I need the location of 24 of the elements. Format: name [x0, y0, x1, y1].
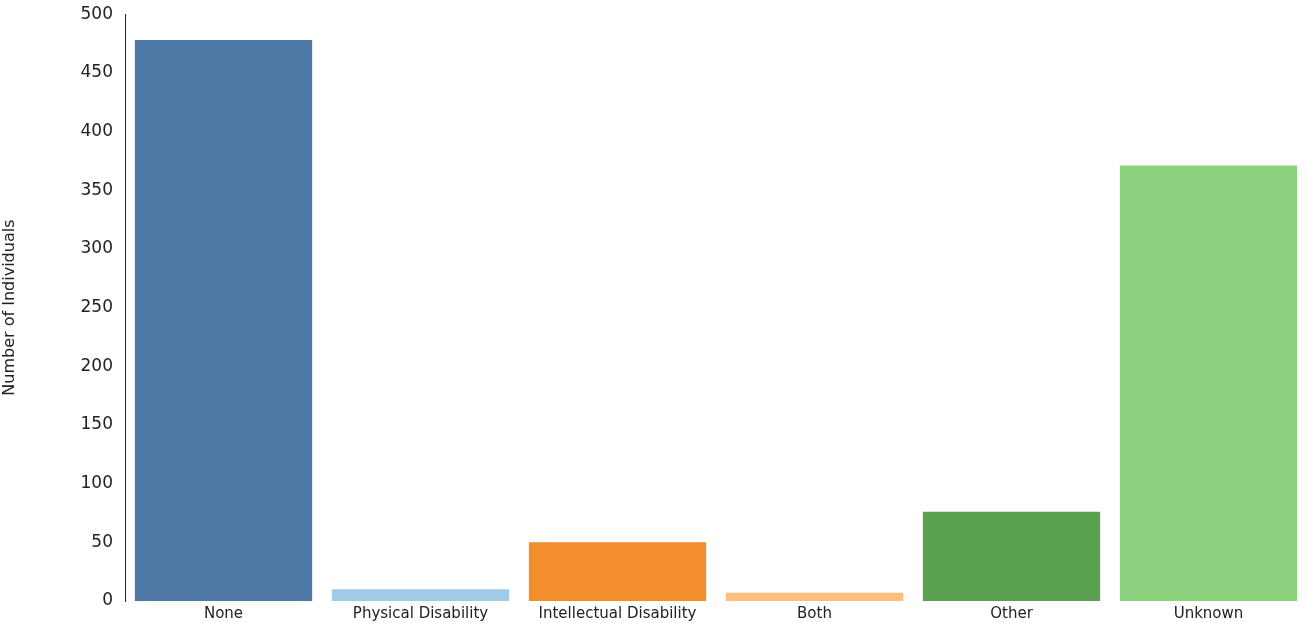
bar — [725, 592, 904, 601]
x-tick-label: Both — [797, 603, 832, 622]
y-tick-label: 450 — [80, 61, 113, 82]
y-tick-label: 100 — [80, 472, 113, 493]
x-tick-label: Unknown — [1173, 603, 1244, 622]
x-tick-label: Other — [990, 603, 1034, 622]
y-tick-label: 400 — [80, 119, 113, 140]
bar — [1119, 165, 1298, 601]
y-tick-label: 300 — [80, 237, 113, 258]
bar — [134, 40, 313, 601]
y-tick-label: 200 — [80, 354, 113, 375]
x-tick-label: None — [203, 603, 244, 622]
x-tick-label: Intellectual Disability — [538, 603, 697, 622]
y-axis-title: Number of Individuals — [0, 219, 18, 396]
x-tick-label: Physical Disability — [352, 603, 489, 622]
y-tick-label: 500 — [80, 2, 113, 23]
y-tick-label: 350 — [80, 178, 113, 199]
y-tick-label: 0 — [102, 589, 113, 610]
y-tick-label: 250 — [80, 296, 113, 317]
bar — [528, 542, 707, 601]
bar — [922, 511, 1101, 601]
y-tick-label: 50 — [91, 530, 113, 551]
bar — [331, 589, 510, 601]
y-tick-label: 150 — [80, 413, 113, 434]
